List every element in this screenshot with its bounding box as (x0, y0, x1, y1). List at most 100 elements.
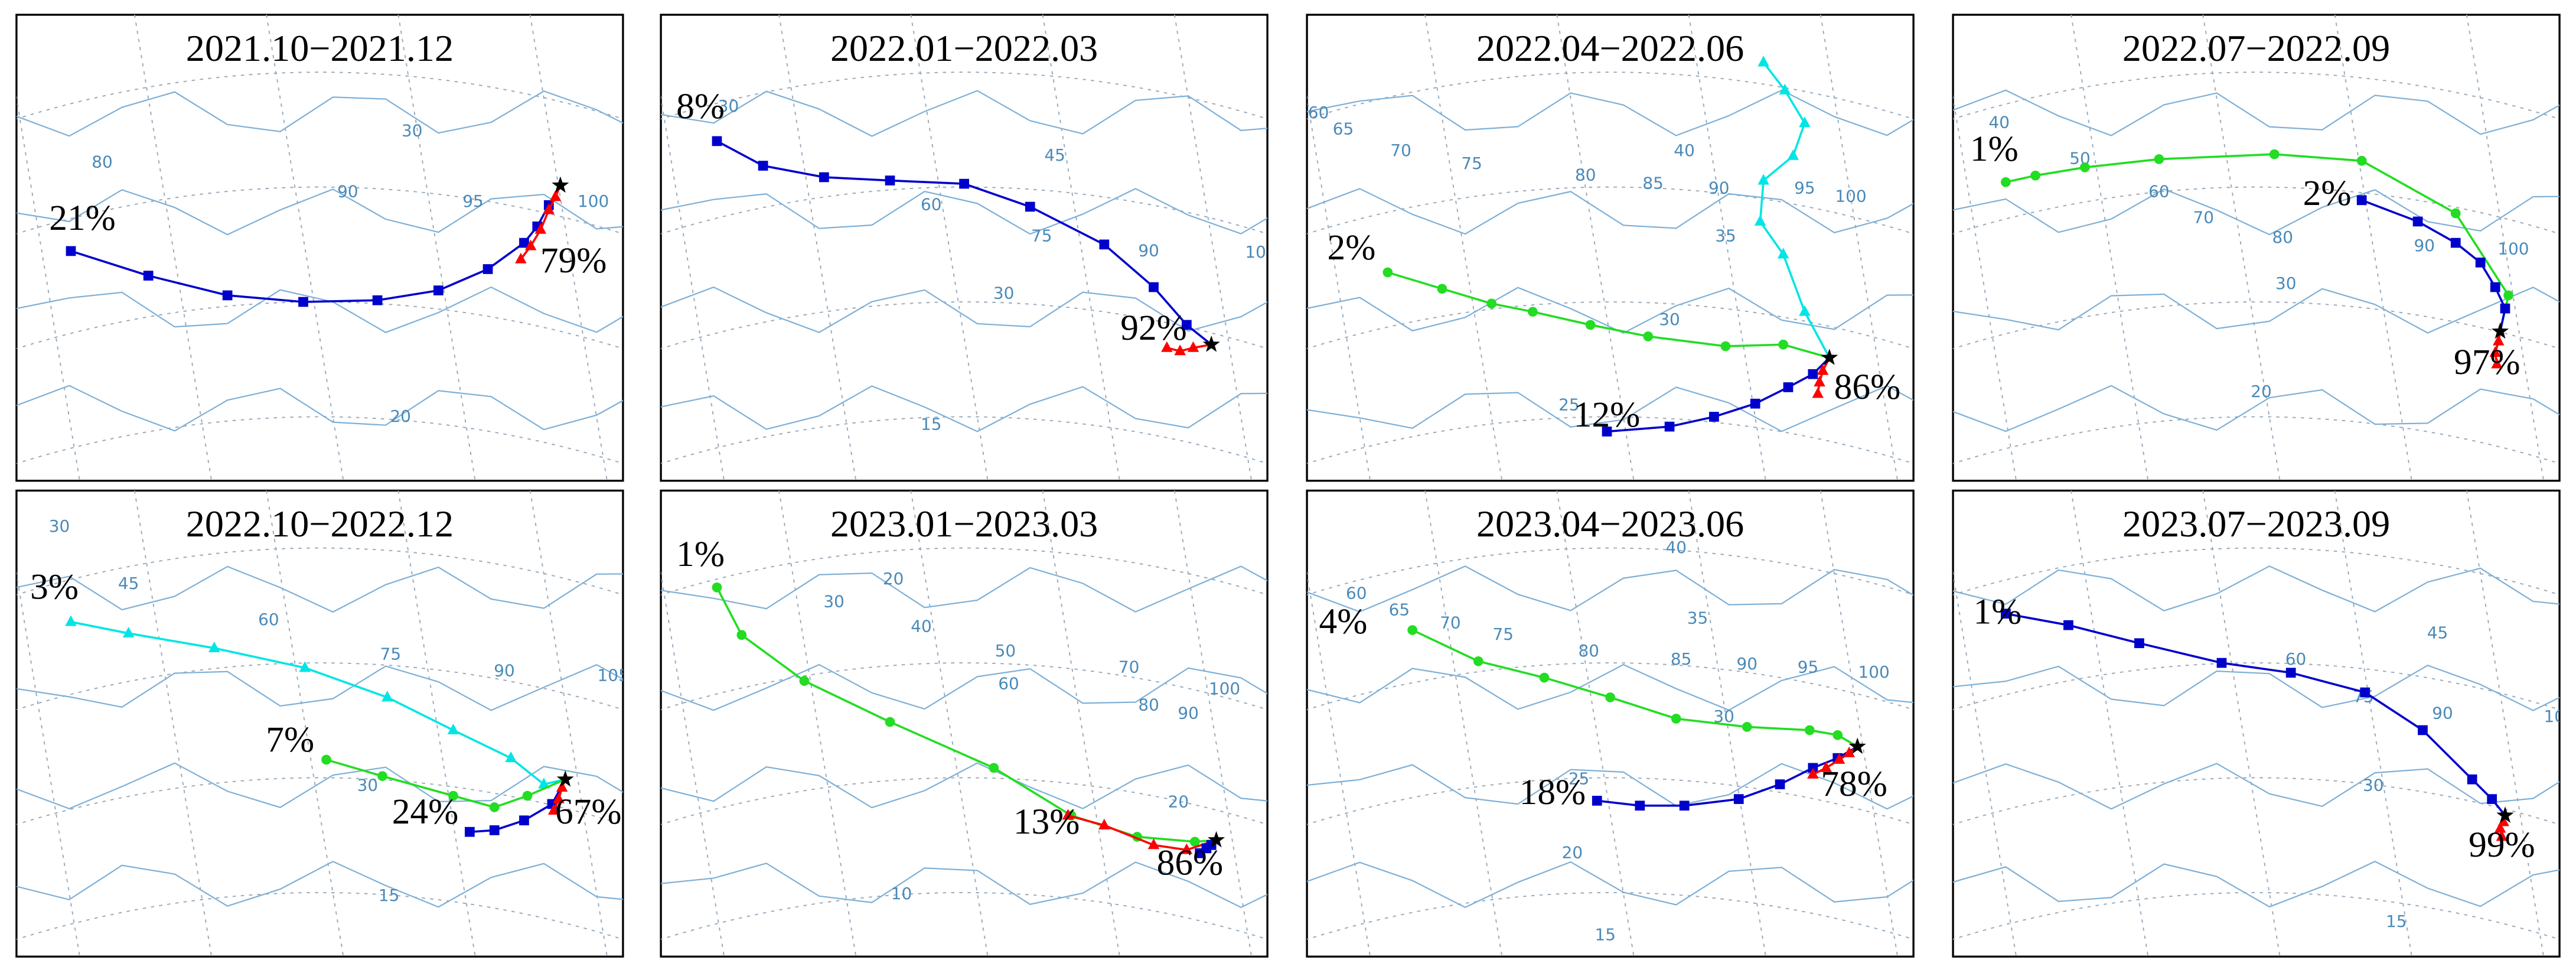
marker (372, 295, 383, 305)
marker (1754, 214, 1766, 226)
map-panel: 4560759010530151%99%2023.07−2023.09 (1952, 489, 2561, 958)
marker (1799, 305, 1811, 316)
graticule (1819, 490, 1899, 957)
percent-label: 4% (1319, 601, 1368, 642)
grid-label: 95 (462, 191, 484, 211)
grid-label: 95 (1794, 178, 1815, 198)
marker (553, 792, 565, 803)
marker (2412, 216, 2423, 227)
graticule (1819, 14, 1899, 481)
grid-label: 100 (1835, 187, 1866, 206)
marker (959, 178, 969, 189)
map-area: 20 30 40 50 60 70 80 90 100 20 10 (661, 490, 1268, 957)
grid-label: 90 (1736, 654, 1757, 673)
percent-label: 12% (1574, 395, 1641, 435)
marker (1820, 761, 1832, 772)
marker (2487, 794, 2497, 804)
marker (1812, 387, 1824, 398)
marker (1147, 838, 1160, 850)
marker (2134, 638, 2144, 649)
grid-label: 105 (1245, 242, 1276, 262)
marker (2497, 815, 2509, 826)
grid-label: 60 (1346, 584, 1367, 603)
panel-title: 2022.04−2022.06 (1476, 27, 1744, 69)
marker (549, 190, 562, 201)
grid-label: 75 (1461, 154, 1482, 173)
coastline (16, 861, 623, 908)
marker (1539, 672, 1550, 683)
marker (122, 626, 135, 638)
grid-label: 15 (1594, 925, 1616, 945)
marker (1187, 341, 1199, 352)
percent-label: 1% (1974, 592, 2022, 632)
marker (1757, 56, 1769, 67)
marker (465, 826, 475, 837)
graticule (1953, 570, 2017, 957)
marker (1679, 800, 1690, 811)
graticule (778, 14, 857, 481)
marker (448, 790, 458, 801)
panel-frame (660, 489, 1269, 958)
grid-label: 70 (1119, 658, 1140, 677)
percent-label: 21% (49, 198, 116, 238)
coastline (1953, 565, 2560, 613)
grid-label: 25 (1569, 769, 1590, 789)
coastline (1307, 861, 1914, 909)
marker (1671, 714, 1681, 724)
panel-frame (1952, 489, 2561, 958)
coastline (16, 90, 623, 137)
marker (1149, 282, 1159, 292)
marker (1486, 298, 1497, 309)
marker (1174, 344, 1186, 356)
coastline (661, 188, 1268, 235)
site-star (552, 176, 569, 193)
marker (2491, 357, 2503, 369)
graticule (397, 490, 476, 957)
graticule (133, 14, 213, 481)
marker (534, 223, 547, 234)
coastline (661, 861, 1268, 909)
graticule (1307, 95, 1371, 481)
percent-label: 86% (1157, 842, 1224, 883)
marker (66, 246, 76, 256)
grid-label: 100 (1209, 679, 1240, 698)
graticule (2202, 490, 2281, 957)
marker (2450, 237, 2461, 248)
marker (1635, 800, 1645, 811)
marker (1757, 174, 1769, 185)
marker (2001, 608, 2011, 619)
marker (2493, 334, 2505, 346)
graticule (2466, 14, 2545, 481)
graticule (1424, 14, 1503, 481)
graticule (266, 14, 344, 481)
trajectory (326, 759, 566, 809)
trajectory (1817, 357, 1831, 394)
graticule (910, 14, 989, 481)
marker (712, 582, 722, 593)
percent-label: 99% (2469, 825, 2535, 865)
coastline (1953, 763, 2560, 810)
site-star (556, 770, 574, 787)
grid-label: 15 (921, 415, 942, 434)
marker (2450, 208, 2461, 219)
marker (2500, 303, 2510, 314)
grid-label: 60 (998, 674, 1019, 694)
marker (1833, 753, 1845, 764)
graticule (2466, 490, 2545, 957)
coastline (16, 663, 623, 711)
grid-label: 85 (1642, 173, 1664, 193)
graticule (1556, 14, 1635, 481)
grid-label: 45 (2427, 623, 2448, 642)
grid-label: 30 (2363, 776, 2384, 795)
panel-title: 2022.01−2022.03 (830, 27, 1098, 69)
trajectory (2006, 612, 2506, 816)
panel-frame (660, 14, 1269, 482)
marker (1592, 796, 1602, 806)
grid-label: 80 (1575, 165, 1596, 185)
map-panel: 80 90 95 100 30 20 21% 79% 2021.10−2021.12 (15, 14, 624, 482)
